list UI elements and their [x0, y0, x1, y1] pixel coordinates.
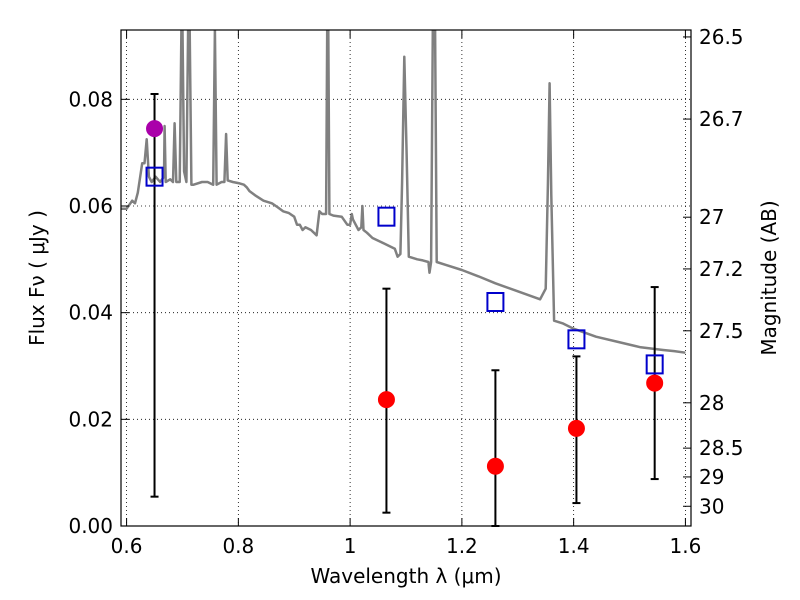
x-tick-label: 1.2	[446, 534, 478, 558]
y-tick-label: 0.00	[68, 514, 113, 538]
right-tick-label: 29	[699, 465, 724, 489]
right-tick-label: 27.2	[699, 257, 744, 281]
y-tick-label: 0.06	[68, 194, 113, 218]
model-spectrum-layer	[121, 30, 686, 354]
model-spectrum-line	[121, 30, 686, 354]
y-tick-label: 0.08	[68, 87, 113, 111]
right-tick-label: 30	[699, 494, 724, 518]
right-tick-label: 28	[699, 391, 724, 415]
model-filter-point	[645, 354, 664, 375]
right-tick-label: 26.7	[699, 107, 744, 131]
measured-point	[486, 457, 504, 475]
model-filter-point	[145, 166, 164, 187]
measured-point	[377, 391, 395, 409]
y-tick-label: 0.04	[68, 301, 113, 325]
x-tick-label: 0.8	[222, 534, 254, 558]
model-filter-point	[567, 329, 586, 350]
measured-point	[646, 374, 664, 392]
x-tick-label: 1	[344, 534, 357, 558]
right-tick-label: 28.5	[699, 436, 744, 460]
y-axis-label: Flux Fν ( μJy )	[25, 210, 49, 346]
ticks: 0.6 0.8 1 1.2 1.4 1.6 0.00 0.02 0.04 0.06 0.08 26.5…	[68, 25, 743, 558]
right-tick-label: 26.5	[699, 25, 744, 49]
right-tick-label: 27.5	[699, 319, 744, 343]
x-tick-label: 0.6	[111, 534, 143, 558]
x-axis-label: Wavelength λ (μm)	[310, 564, 501, 588]
marker-layer	[145, 120, 664, 475]
detection-point	[146, 120, 164, 138]
right-tick-label: 27	[699, 205, 724, 229]
measured-point	[567, 419, 585, 437]
model-filter-point	[377, 206, 396, 227]
x-tick-label: 1.6	[670, 534, 702, 558]
plot-frame	[120, 29, 692, 527]
right-axis-label: Magnitude (AB)	[757, 200, 781, 355]
model-filter-point	[486, 292, 505, 312]
y-tick-label: 0.02	[68, 407, 113, 431]
x-tick-label: 1.4	[558, 534, 590, 558]
